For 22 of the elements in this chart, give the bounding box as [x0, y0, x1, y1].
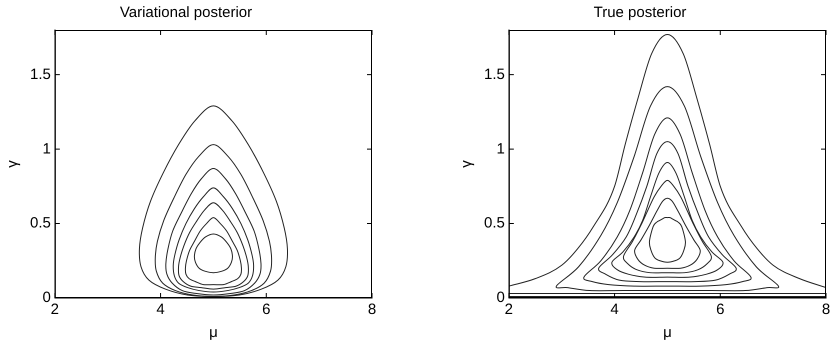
x-tick-label: 4 — [610, 301, 619, 318]
x-tick-label: 2 — [50, 301, 60, 318]
y-axis-title: γ — [458, 160, 476, 168]
y-tick-label: 0.5 — [30, 214, 51, 232]
y-tick-label: 0 — [496, 289, 505, 306]
x-axis-title: μ — [663, 324, 672, 342]
y-axis-title: γ — [4, 160, 22, 168]
x-tick-label: 6 — [262, 301, 270, 318]
y-tick-label: 1.5 — [484, 66, 505, 83]
chart-title: True posterior — [594, 4, 686, 22]
y-tick-label: 1 — [496, 140, 505, 158]
x-tick-label: 2 — [504, 301, 514, 318]
y-tick-label: 0.5 — [484, 214, 505, 232]
chart-title: Variational posterior — [120, 4, 252, 22]
x-tick-label: 6 — [716, 301, 724, 318]
y-tick-label: 1.5 — [30, 66, 51, 83]
x-tick-label: 8 — [822, 301, 830, 318]
y-tick-label: 1 — [42, 140, 51, 158]
x-axis-title: μ — [209, 324, 218, 342]
x-tick-label: 8 — [368, 301, 376, 318]
x-tick-label: 4 — [156, 301, 165, 318]
y-tick-label: 0 — [42, 289, 51, 306]
